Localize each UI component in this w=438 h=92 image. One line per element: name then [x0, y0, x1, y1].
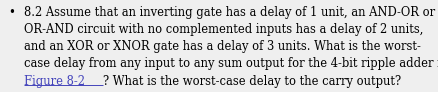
Text: and an XOR or XNOR gate has a delay of 3 units. What is the worst-: and an XOR or XNOR gate has a delay of 3…: [24, 40, 420, 53]
Text: Figure 8-2: Figure 8-2: [24, 75, 85, 87]
Text: case delay from any input to any sum output for the 4-bit ripple adder in: case delay from any input to any sum out…: [24, 58, 438, 70]
Text: •: •: [8, 6, 15, 19]
Text: 8.2 Assume that an inverting gate has a delay of 1 unit, an AND-OR or: 8.2 Assume that an inverting gate has a …: [24, 6, 434, 19]
Text: ? What is the worst-case delay to the carry output?: ? What is the worst-case delay to the ca…: [102, 75, 400, 87]
Text: OR-AND circuit with no complemented inputs has a delay of 2 units,: OR-AND circuit with no complemented inpu…: [24, 23, 423, 36]
